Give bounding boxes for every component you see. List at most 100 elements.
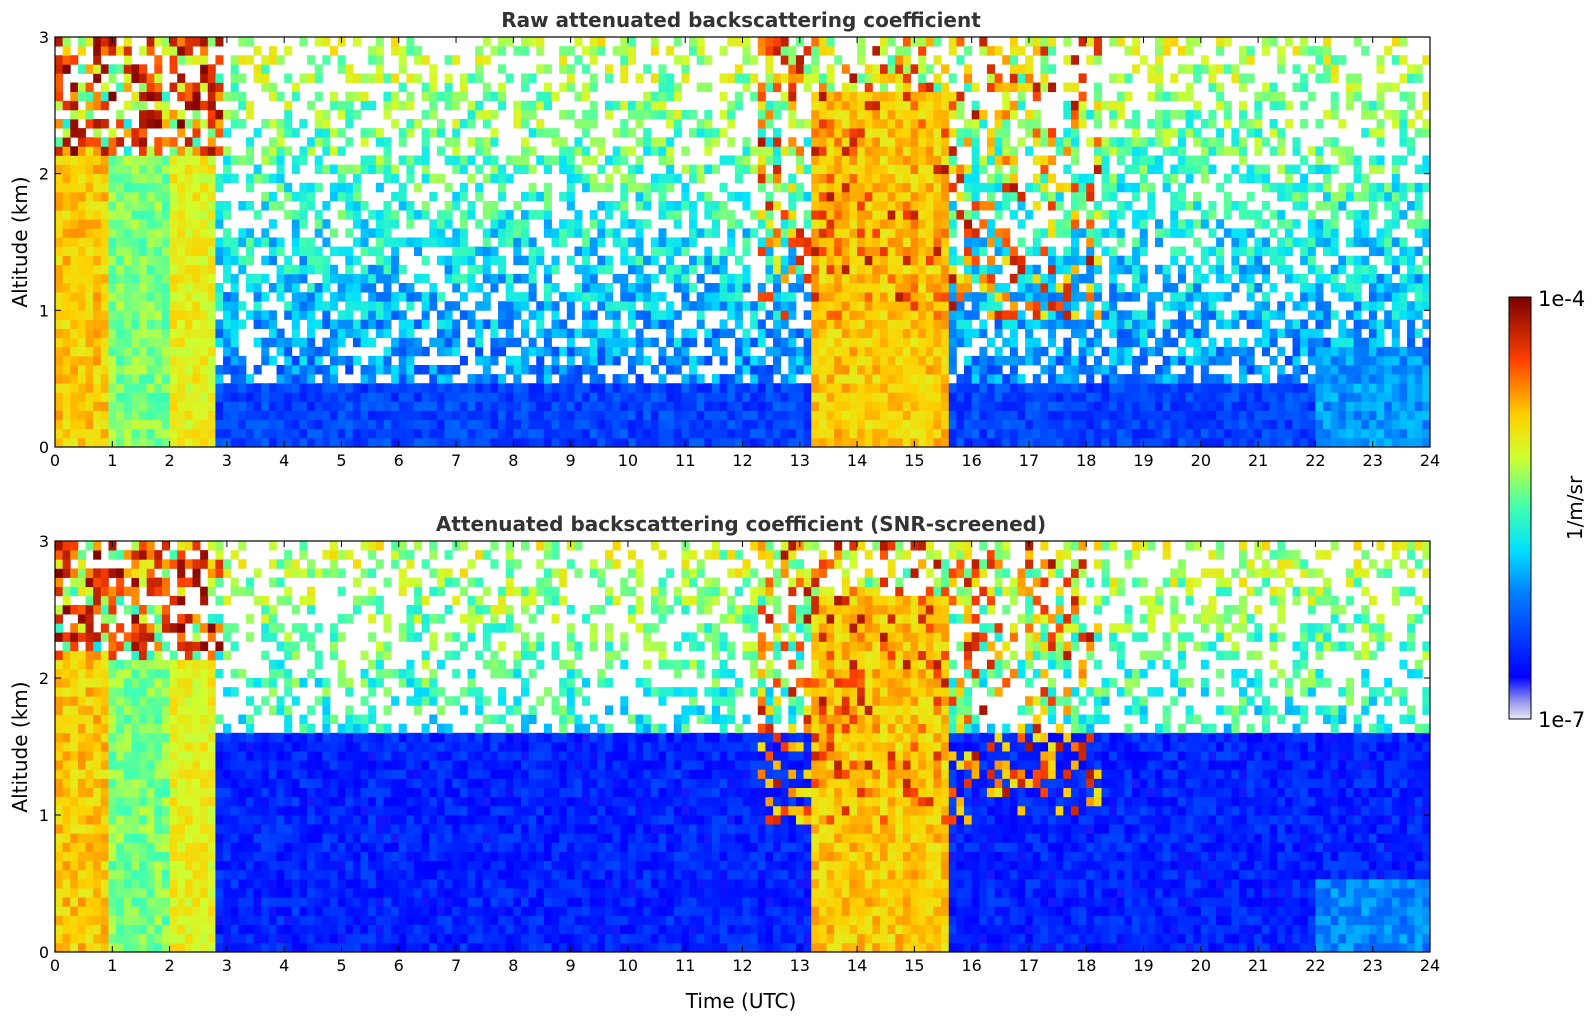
heatmap-cell (1063, 146, 1072, 156)
heatmap-cell (880, 164, 889, 175)
heatmap-cell (123, 55, 132, 65)
heatmap-cell (887, 337, 896, 348)
heatmap-cell (299, 310, 308, 320)
heatmap-cell (1116, 100, 1125, 111)
heatmap-cell (887, 109, 896, 120)
heatmap-cell (948, 109, 957, 120)
heatmap-cell (1162, 128, 1171, 138)
heatmap-cell (1025, 428, 1034, 439)
heatmap-cell (933, 173, 942, 184)
heatmap-cell (864, 292, 873, 302)
heatmap-cell (1116, 137, 1125, 147)
heatmap-cell (1132, 155, 1141, 165)
heatmap-cell (1124, 146, 1133, 156)
heatmap-cell (1032, 228, 1041, 238)
heatmap-cell (352, 419, 361, 430)
heatmap-cell (1048, 301, 1057, 311)
heatmap-cell (337, 55, 346, 65)
heatmap-cell (880, 173, 889, 184)
heatmap-cell (223, 164, 232, 175)
heatmap-cell (1216, 237, 1225, 247)
heatmap-cell (429, 401, 438, 411)
heatmap-cell (406, 355, 415, 366)
heatmap-cell (161, 374, 170, 384)
heatmap-cell (818, 337, 827, 348)
heatmap-cell (284, 355, 293, 366)
heatmap-cell (1040, 155, 1049, 165)
heatmap-cell (520, 401, 530, 411)
heatmap-cell (490, 392, 499, 402)
heatmap-cell (551, 392, 560, 402)
heatmap-cell (650, 182, 659, 193)
heatmap-cell (1078, 401, 1087, 411)
heatmap-cell (108, 128, 117, 138)
heatmap-cell (1170, 255, 1179, 266)
heatmap-cell (345, 91, 354, 102)
heatmap-cell (490, 91, 499, 102)
heatmap-cell (612, 374, 621, 384)
heatmap-cell (727, 219, 736, 229)
heatmap-cell (1101, 210, 1110, 220)
heatmap-cell (1185, 383, 1194, 393)
heatmap-cell (139, 191, 148, 202)
heatmap-cell (322, 37, 331, 47)
heatmap-cell (964, 173, 973, 184)
heatmap-cell (1078, 255, 1087, 266)
heatmap-cell (994, 82, 1003, 93)
heatmap-cell (1093, 146, 1102, 156)
heatmap-cell (238, 365, 247, 375)
heatmap-cell (1185, 255, 1194, 266)
heatmap-cell (681, 301, 690, 311)
heatmap-cell (803, 419, 812, 430)
heatmap-cell (352, 37, 361, 47)
heatmap-cell (55, 264, 64, 275)
heatmap-cell (291, 410, 300, 421)
heatmap-cell (1070, 109, 1080, 120)
heatmap-cell (536, 37, 545, 47)
heatmap-cell (1116, 37, 1125, 47)
heatmap-cell (971, 210, 980, 220)
heatmap-cell (1078, 201, 1087, 211)
heatmap-cell (352, 91, 361, 102)
heatmap-cell (62, 128, 71, 138)
heatmap-cell (1017, 392, 1026, 402)
heatmap-cell (1093, 210, 1102, 220)
heatmap-cell (261, 419, 270, 430)
heatmap-cell (757, 301, 766, 311)
heatmap-cell (352, 210, 361, 220)
heatmap-cell (757, 91, 766, 102)
heatmap-cell (93, 182, 102, 193)
heatmap-cell (956, 310, 965, 320)
heatmap-cell (589, 119, 598, 129)
heatmap-cell (979, 401, 988, 411)
heatmap-cell (161, 419, 170, 430)
heatmap-cell (1048, 419, 1057, 430)
heatmap-cell (1032, 201, 1041, 211)
heatmap-cell (192, 410, 201, 421)
heatmap-cell (1216, 128, 1225, 138)
heatmap-cell (268, 237, 277, 247)
heatmap-cell (505, 428, 514, 439)
heatmap-cell (1070, 328, 1080, 339)
heatmap-cell (841, 210, 850, 220)
heatmap-cell (70, 146, 79, 156)
heatmap-cell (154, 201, 163, 211)
heatmap-cell (612, 392, 621, 402)
heatmap-cell (131, 64, 140, 74)
heatmap-cell (650, 428, 659, 439)
heatmap-cell (161, 346, 170, 357)
heatmap-cell (161, 319, 170, 329)
heatmap-cell (146, 437, 155, 448)
heatmap-cell (948, 73, 957, 83)
heatmap-cell (773, 46, 782, 56)
heatmap-cell (100, 237, 109, 247)
heatmap-cell (245, 155, 255, 165)
heatmap-cell (528, 255, 537, 266)
heatmap-cell (330, 392, 339, 402)
heatmap-cell (276, 91, 285, 102)
heatmap-cell (589, 219, 598, 229)
heatmap-cell (1002, 355, 1011, 366)
heatmap-cell (1155, 109, 1164, 120)
heatmap-cell (490, 283, 499, 293)
heatmap-cell (925, 264, 934, 275)
